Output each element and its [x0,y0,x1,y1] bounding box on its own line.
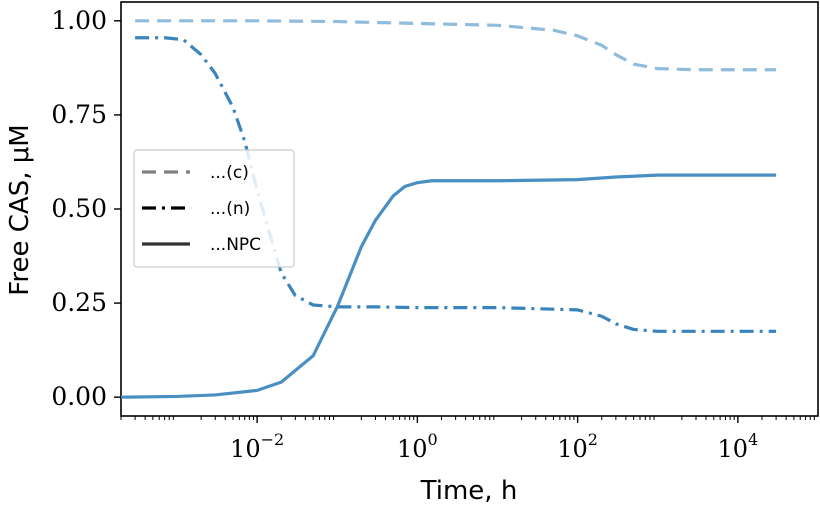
series-line-2 [135,36,777,333]
legend-label-1: ...(c) [210,163,249,183]
series-line-1 [135,19,777,72]
y-tick-label: 0.75 [51,100,107,129]
legend-label-2: ...(n) [210,199,250,219]
x-tick-label: 100 [397,430,438,463]
x-tick-label: 10−2 [230,430,284,463]
y-tick-label: 0.50 [51,194,107,223]
series-layer [120,19,777,399]
x-tick-label: 104 [718,430,759,463]
y-axis-ticks: 0.00 0.25 0.50 0.75 1.00 [51,6,121,411]
y-tick-label: 0.00 [51,382,107,411]
x-axis-ticks: 10−2 100 102 104 [120,416,815,463]
y-tick-label: 0.25 [51,288,107,317]
legend: ...(c) ...(n) ...NPC [133,149,295,268]
y-axis-title: Free CAS, μM [5,124,35,295]
x-axis-title: Time, h [420,476,518,506]
series-line-3 [120,173,777,399]
y-tick-label: 1.00 [51,6,107,35]
legend-box [133,149,295,268]
legend-label-3: ...NPC [210,235,261,255]
x-tick-label: 102 [557,430,598,463]
